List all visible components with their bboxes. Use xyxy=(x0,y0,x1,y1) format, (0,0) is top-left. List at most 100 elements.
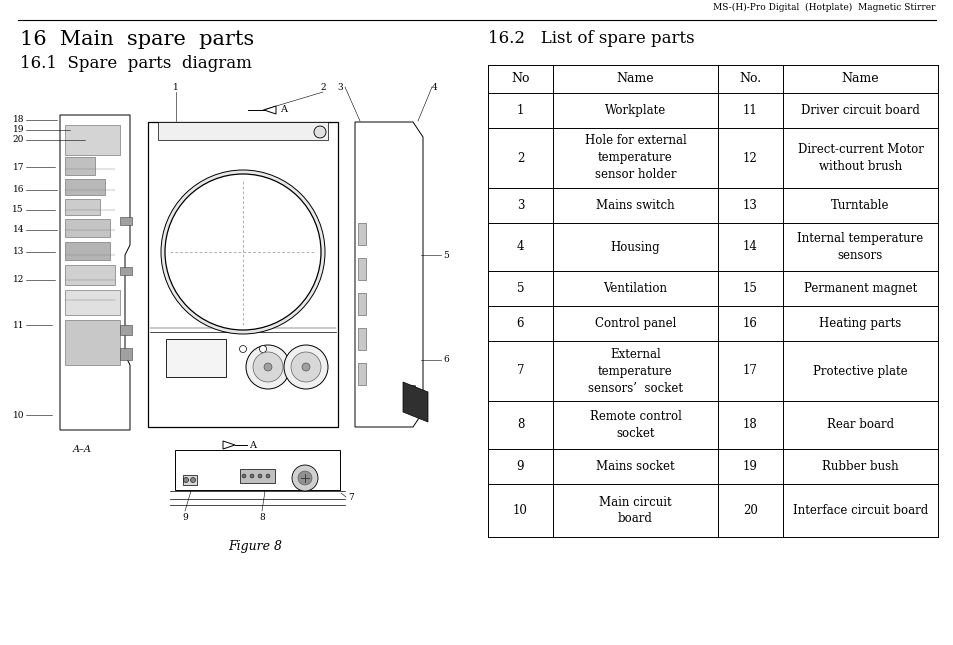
Bar xyxy=(65,290,120,315)
Text: Rubber bush: Rubber bush xyxy=(821,460,898,473)
Text: 15: 15 xyxy=(12,206,24,215)
Text: 16.2   List of spare parts: 16.2 List of spare parts xyxy=(488,30,694,47)
Text: 19: 19 xyxy=(12,126,24,135)
Text: Driver circuit board: Driver circuit board xyxy=(801,104,919,117)
Circle shape xyxy=(239,346,246,353)
Text: Heating parts: Heating parts xyxy=(819,317,901,330)
Text: 18: 18 xyxy=(742,419,757,432)
Text: Control panel: Control panel xyxy=(594,317,676,330)
Text: 13: 13 xyxy=(12,248,24,257)
Text: Interface circuit board: Interface circuit board xyxy=(792,504,927,517)
Polygon shape xyxy=(223,441,234,449)
Text: 12: 12 xyxy=(12,275,24,284)
Bar xyxy=(158,122,328,140)
Text: 16: 16 xyxy=(12,186,24,195)
Text: A: A xyxy=(280,106,287,115)
Text: 17: 17 xyxy=(12,163,24,172)
Text: 1: 1 xyxy=(172,83,178,92)
Circle shape xyxy=(242,474,246,478)
Text: 20: 20 xyxy=(12,135,24,144)
Text: 2: 2 xyxy=(517,152,523,164)
Bar xyxy=(405,385,415,407)
Text: 4: 4 xyxy=(517,241,524,253)
Bar xyxy=(120,217,132,225)
Circle shape xyxy=(292,465,317,491)
Text: 13: 13 xyxy=(742,199,757,212)
Bar xyxy=(65,179,105,195)
Circle shape xyxy=(161,170,325,334)
Bar xyxy=(65,320,120,365)
Text: 6: 6 xyxy=(442,355,448,364)
Text: 6: 6 xyxy=(517,317,524,330)
Circle shape xyxy=(191,477,195,482)
Text: 14: 14 xyxy=(12,226,24,235)
Text: 1: 1 xyxy=(517,104,523,117)
Bar xyxy=(65,242,110,260)
Text: A: A xyxy=(249,441,255,450)
Circle shape xyxy=(246,345,290,389)
Bar xyxy=(357,363,366,385)
Bar xyxy=(120,325,132,335)
Text: 8: 8 xyxy=(259,513,265,522)
Circle shape xyxy=(297,471,312,485)
Circle shape xyxy=(302,363,310,371)
Circle shape xyxy=(165,174,320,330)
Bar xyxy=(120,348,132,360)
Text: 10: 10 xyxy=(513,504,527,517)
Circle shape xyxy=(264,363,272,371)
Text: Internal temperature
sensors: Internal temperature sensors xyxy=(797,232,923,262)
Circle shape xyxy=(250,474,253,478)
Text: Ventilation: Ventilation xyxy=(603,282,667,295)
Text: 16  Main  spare  parts: 16 Main spare parts xyxy=(20,30,254,49)
Text: 3: 3 xyxy=(517,199,524,212)
Text: 18: 18 xyxy=(12,115,24,124)
Bar xyxy=(65,125,120,155)
Text: 11: 11 xyxy=(12,321,24,330)
Bar xyxy=(174,450,339,490)
Bar xyxy=(148,122,337,427)
Text: Permanent magnet: Permanent magnet xyxy=(803,282,916,295)
Text: 16: 16 xyxy=(742,317,757,330)
Circle shape xyxy=(284,345,328,389)
Text: No.: No. xyxy=(739,72,760,86)
Bar xyxy=(166,339,226,377)
Text: Workplate: Workplate xyxy=(604,104,665,117)
Polygon shape xyxy=(402,382,428,422)
Circle shape xyxy=(183,477,189,482)
Text: Name: Name xyxy=(841,72,879,86)
Text: 10: 10 xyxy=(12,410,24,419)
Circle shape xyxy=(314,126,326,138)
Circle shape xyxy=(257,474,262,478)
Text: Rear board: Rear board xyxy=(826,419,893,432)
Text: 3: 3 xyxy=(336,83,342,92)
Bar xyxy=(65,199,100,215)
Text: Turntable: Turntable xyxy=(830,199,889,212)
Bar xyxy=(65,265,115,285)
Text: 5: 5 xyxy=(517,282,524,295)
Bar xyxy=(65,157,95,175)
Bar xyxy=(357,328,366,350)
Text: 20: 20 xyxy=(742,504,757,517)
Circle shape xyxy=(266,474,270,478)
Text: 7: 7 xyxy=(517,364,524,377)
Text: 8: 8 xyxy=(517,419,523,432)
Text: 15: 15 xyxy=(742,282,757,295)
Bar xyxy=(65,219,110,237)
Circle shape xyxy=(253,352,283,382)
Bar xyxy=(357,223,366,245)
Text: Remote control
socket: Remote control socket xyxy=(589,410,680,440)
Text: 9: 9 xyxy=(182,513,188,522)
Text: Hole for external
temperature
sensor holder: Hole for external temperature sensor hol… xyxy=(584,135,685,181)
Text: 19: 19 xyxy=(742,460,757,473)
Text: 5: 5 xyxy=(442,250,449,259)
Circle shape xyxy=(259,346,266,353)
Text: Main circuit
board: Main circuit board xyxy=(598,495,671,526)
Polygon shape xyxy=(264,106,275,114)
Polygon shape xyxy=(60,115,130,430)
Text: Protective plate: Protective plate xyxy=(812,364,907,377)
Text: 12: 12 xyxy=(742,152,757,164)
Bar xyxy=(183,475,196,485)
Bar xyxy=(240,469,274,483)
Text: External
temperature
sensors’  socket: External temperature sensors’ socket xyxy=(587,348,682,395)
Text: Direct-current Motor
without brush: Direct-current Motor without brush xyxy=(797,143,923,173)
